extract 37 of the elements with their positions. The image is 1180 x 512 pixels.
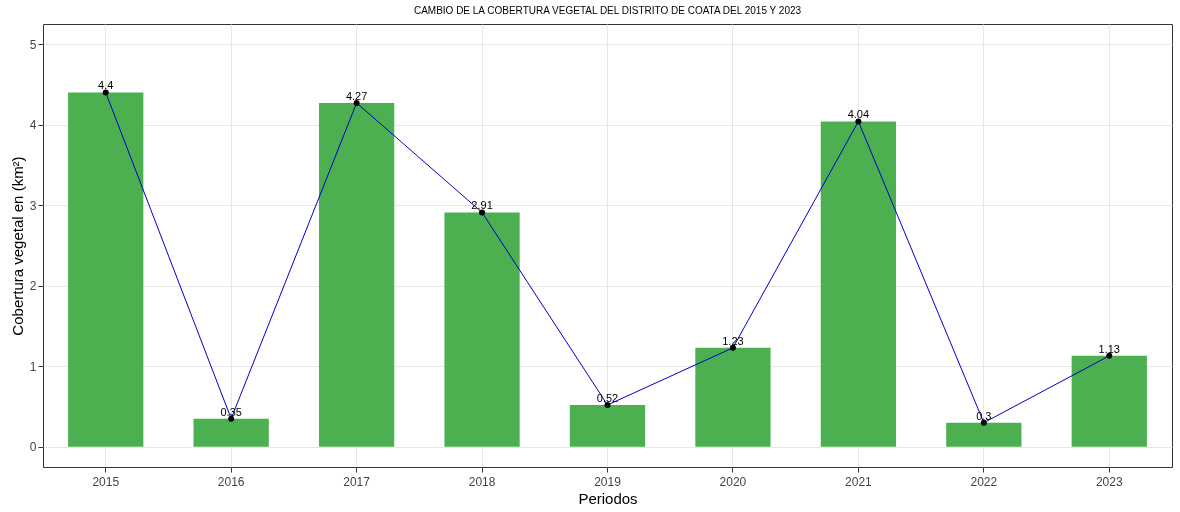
y-tick-label: 2 <box>29 279 37 294</box>
bar <box>946 422 1022 447</box>
y-tick-label: 5 <box>29 37 37 52</box>
point <box>855 118 862 125</box>
x-tick-label: 2015 <box>92 474 120 489</box>
bar <box>318 102 395 447</box>
bar <box>820 121 897 447</box>
y-tick-label: 4 <box>29 118 37 133</box>
y-tick-label: 3 <box>29 198 37 213</box>
data-label: 0.52 <box>596 391 619 404</box>
y-tick-label: 0 <box>29 440 37 455</box>
x-tick-label: 2017 <box>343 474 371 489</box>
y-axis-title: Cobertura vegetal en (km²) <box>8 156 26 336</box>
x-tick-label: 2020 <box>719 474 747 489</box>
data-label: 0.3 <box>976 409 992 422</box>
x-tick-label: 2022 <box>970 474 998 489</box>
bar <box>1071 355 1147 447</box>
bar <box>695 347 771 447</box>
bar <box>68 92 144 447</box>
data-label: 1.13 <box>1098 342 1120 355</box>
data-label: 4.27 <box>345 89 368 102</box>
x-tick-label: 2023 <box>1095 474 1123 489</box>
x-tick-label: 2018 <box>468 474 496 489</box>
data-label: 4.04 <box>847 108 870 121</box>
bar <box>569 404 646 447</box>
data-label: 4.4 <box>98 79 114 92</box>
x-tick-label: 2016 <box>217 474 245 489</box>
x-tick-label: 2019 <box>594 474 622 489</box>
y-tick-label: 1 <box>29 359 37 374</box>
point <box>102 89 109 96</box>
bar <box>193 418 269 447</box>
data-label: 1.23 <box>722 334 744 347</box>
bar <box>444 212 520 447</box>
x-axis-title: Periodos <box>578 489 638 507</box>
point <box>479 209 486 216</box>
x-tick-label: 2021 <box>845 474 873 489</box>
chart-title: CAMBIO DE LA COBERTURA VEGETAL DEL DISTRITO DE COATA DEL 2015 Y 2023 <box>413 5 802 16</box>
